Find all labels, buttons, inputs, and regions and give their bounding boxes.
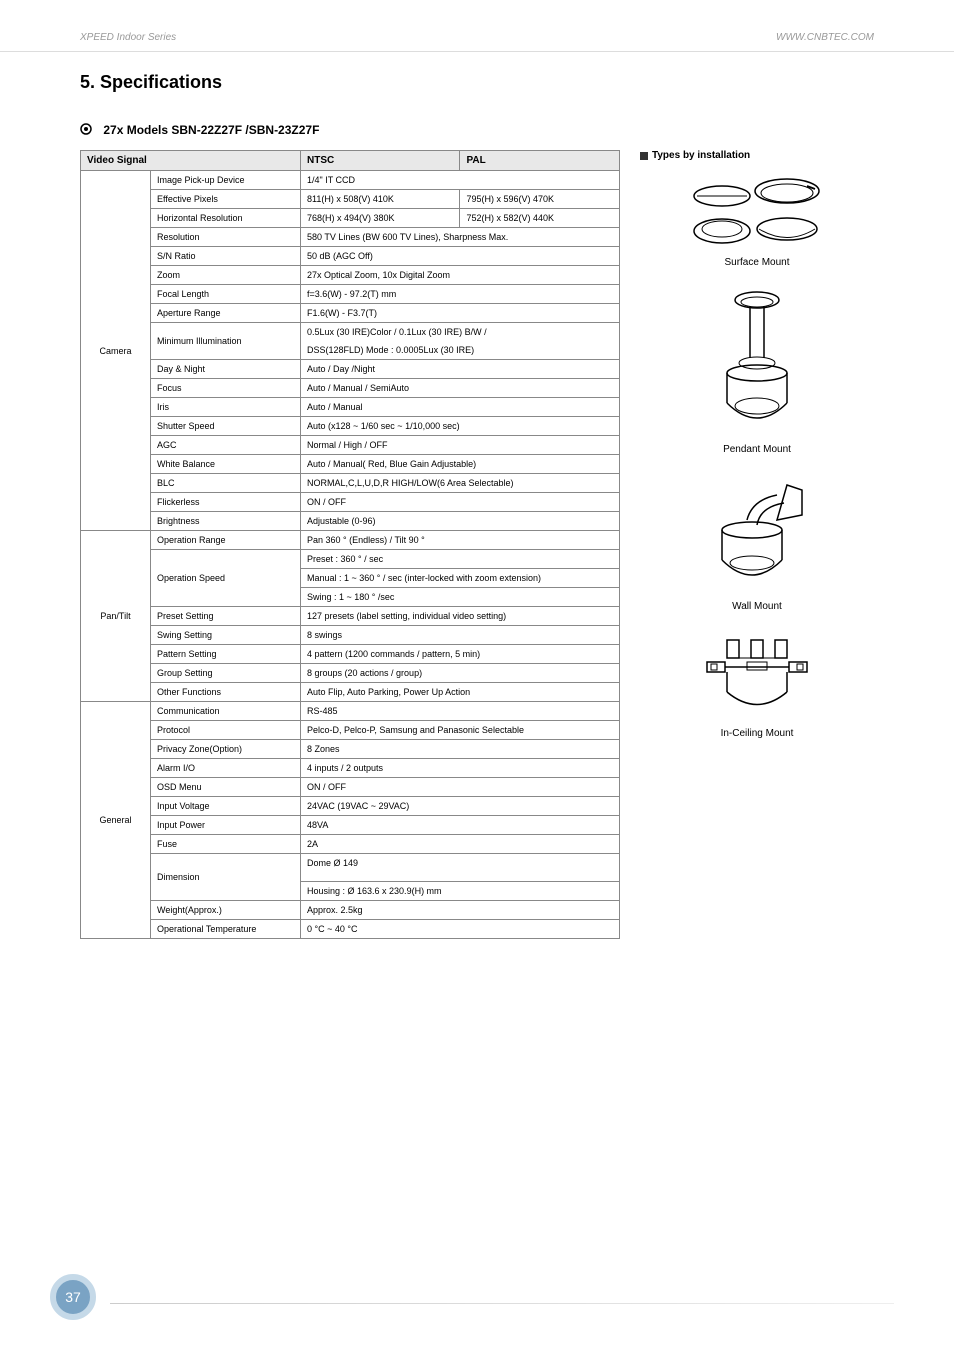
page-number: 37 xyxy=(50,1274,96,1320)
inceiling-mount-block: In-Ceiling Mount xyxy=(640,632,874,739)
th-ntsc: NTSC xyxy=(301,151,460,171)
pendant-mount-label: Pendant Mount xyxy=(640,444,874,455)
subsection-heading: 27x Models SBN-22Z27F /SBN-23Z27F xyxy=(80,123,874,138)
page-header: XPEED Indoor Series WWW.CNBTEC.COM xyxy=(0,0,954,52)
spec-table-wrap: Video Signal NTSC PAL Camera Image Pick-… xyxy=(80,150,620,939)
th-pal: PAL xyxy=(460,151,620,171)
inceiling-mount-icon xyxy=(697,632,817,722)
spec-table: Video Signal NTSC PAL Camera Image Pick-… xyxy=(80,150,620,939)
square-icon xyxy=(640,152,648,160)
wall-mount-label: Wall Mount xyxy=(640,601,874,612)
table-head-row: Video Signal NTSC PAL xyxy=(81,151,620,171)
surface-mount-block: Surface Mount xyxy=(640,171,874,268)
content: 5. Specifications 27x Models SBN-22Z27F … xyxy=(0,72,954,939)
th-signal: Video Signal xyxy=(81,151,301,171)
wall-mount-icon xyxy=(702,475,812,595)
cat-general: General xyxy=(81,702,151,939)
section-title: 5. Specifications xyxy=(80,72,874,93)
types-column: Types by installation Surface Mount xyxy=(640,150,874,759)
main-row: Video Signal NTSC PAL Camera Image Pick-… xyxy=(80,150,874,939)
page-number-badge: 37 xyxy=(50,1274,96,1320)
cat-camera: Camera xyxy=(81,171,151,531)
pendant-mount-block: Pendant Mount xyxy=(640,288,874,455)
bullet-icon xyxy=(80,123,92,138)
cat-pantilt: Pan/Tilt xyxy=(81,531,151,702)
header-right: WWW.CNBTEC.COM xyxy=(776,32,874,43)
inceiling-mount-label: In-Ceiling Mount xyxy=(640,728,874,739)
surface-mount-label: Surface Mount xyxy=(640,257,874,268)
header-left: XPEED Indoor Series xyxy=(80,32,176,43)
surface-mount-icon xyxy=(687,171,827,251)
footer-line xyxy=(110,1303,894,1304)
pendant-mount-icon xyxy=(712,288,802,438)
wall-mount-block: Wall Mount xyxy=(640,475,874,612)
types-title: Types by installation xyxy=(640,150,874,161)
subsection-text: 27x Models SBN-22Z27F /SBN-23Z27F xyxy=(103,123,319,137)
